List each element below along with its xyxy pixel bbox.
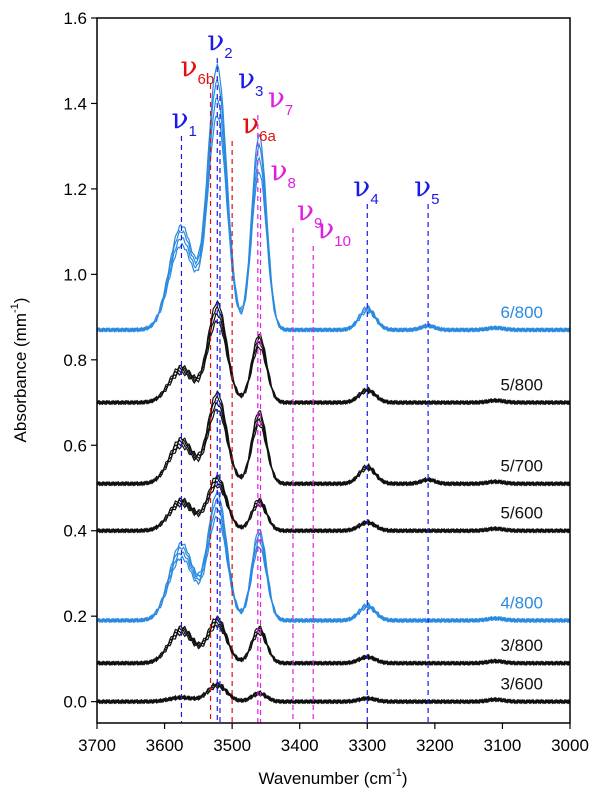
series-line — [96, 62, 571, 333]
series-line — [96, 319, 571, 406]
series-line — [96, 390, 571, 487]
y-tick-label: 0.4 — [63, 522, 87, 541]
series-label: 5/700 — [500, 457, 543, 476]
plot-frame — [96, 17, 571, 724]
series-line — [96, 401, 571, 487]
series-4-800: 4/800 — [96, 489, 571, 624]
series-line — [96, 394, 571, 487]
marker-label: ν3 — [238, 62, 263, 100]
x-tick-label: 3400 — [281, 736, 319, 755]
series-label: 5/600 — [500, 504, 543, 523]
marker-label: ν10 — [317, 212, 351, 250]
x-tick-label: 3600 — [146, 736, 184, 755]
y-tick-label: 1.6 — [63, 9, 87, 28]
series-label: 3/800 — [500, 636, 543, 655]
series-label: 3/600 — [500, 675, 543, 694]
y-tick-label: 1.0 — [63, 265, 87, 284]
series-line — [96, 484, 571, 534]
series-label: 5/800 — [500, 376, 543, 395]
x-axis-title: Wavenumber (cm-1) — [259, 767, 408, 788]
series-line — [96, 506, 571, 624]
x-tick-label: 3000 — [551, 736, 589, 755]
x-tick-label: 3100 — [484, 736, 522, 755]
series-line — [96, 489, 571, 624]
x-tick-label: 3300 — [348, 736, 386, 755]
series-line — [96, 473, 571, 534]
series-line — [96, 681, 571, 705]
series-group: 6/800 5/800 5/700 5/600 4/800 3/800 3/600 — [96, 62, 571, 705]
x-tick-label: 3500 — [213, 736, 251, 755]
x-tick-label: 3700 — [78, 736, 116, 755]
marker-label: ν8 — [271, 154, 296, 192]
marker-label: ν2 — [207, 24, 232, 62]
series-5-800: 5/800 — [96, 299, 571, 406]
series-line — [96, 305, 571, 406]
y-tick-label: 1.2 — [63, 180, 87, 199]
x-tick-label: 3200 — [416, 736, 454, 755]
series-label: 4/800 — [500, 593, 543, 612]
series-5-700: 5/700 — [96, 390, 571, 487]
marker-label: ν5 — [414, 170, 439, 208]
series-line — [96, 299, 571, 406]
series-line — [96, 77, 571, 333]
axes-group: 3700 3600 3500 3400 3300 3200 3100 3000 0.0 0.2 0.… — [63, 9, 589, 755]
y-axis-title: Absorbance (mm-1) — [9, 298, 30, 443]
series-line — [96, 408, 571, 487]
series-3-600: 3/600 — [96, 675, 571, 705]
y-tick-label: 1.4 — [63, 94, 87, 113]
series-line — [96, 480, 571, 534]
series-line — [96, 620, 571, 667]
y-tick-label: 0.0 — [63, 693, 87, 712]
marker-label: ν4 — [353, 170, 378, 208]
series-label: 6/800 — [500, 303, 543, 322]
series-line — [96, 683, 571, 705]
y-tick-label: 0.6 — [63, 436, 87, 455]
marker-label: ν1 — [171, 102, 196, 140]
series-6-800: 6/800 — [96, 62, 571, 333]
marker-label: ν7 — [268, 81, 293, 119]
series-line — [96, 617, 571, 667]
y-tick-label: 0.8 — [63, 351, 87, 370]
series-line — [96, 312, 571, 406]
series-3-800: 3/800 — [96, 615, 571, 667]
series-line — [96, 97, 571, 333]
series-line — [96, 615, 571, 667]
y-tick-label: 0.2 — [63, 607, 87, 626]
series-5-600: 5/600 — [96, 473, 571, 534]
